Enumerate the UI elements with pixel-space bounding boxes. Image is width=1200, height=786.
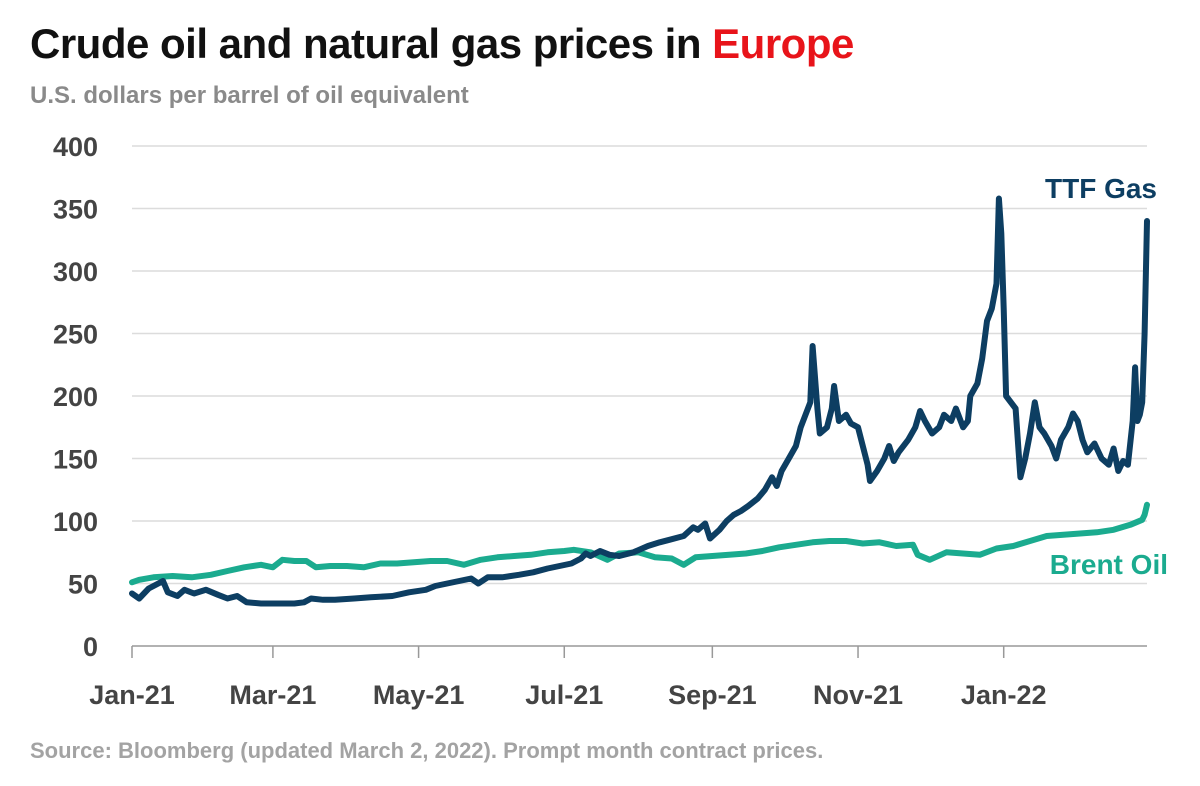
y-tick-label: 100: [53, 507, 98, 537]
ttf-gas-line: [129, 195, 1150, 607]
y-tick-label: 300: [53, 257, 98, 287]
y-tick-label: 200: [53, 382, 98, 412]
x-tick-label: Sep-21: [668, 680, 757, 710]
chart-subtitle: U.S. dollars per barrel of oil equivalen…: [30, 82, 469, 109]
x-tick-label: May-21: [373, 680, 465, 710]
y-tick-label: 50: [68, 570, 98, 600]
ttf-gas-label: TTF Gas: [1045, 173, 1157, 204]
brent-oil-line: [129, 501, 1150, 586]
series-labels: Brent Oil TTF Gas: [1045, 173, 1168, 580]
x-tick-label: Mar-21: [229, 680, 316, 710]
gridlines: 400 350 300 250 200 150 100 50 0: [53, 132, 1147, 662]
y-tick-label: 350: [53, 195, 98, 225]
y-tick-label: 0: [83, 632, 98, 662]
source-note: Source: Bloomberg (updated March 2, 2022…: [30, 738, 824, 763]
x-tick-label: Jan-22: [961, 680, 1047, 710]
y-tick-label: 150: [53, 445, 98, 475]
series-lines: [129, 195, 1150, 607]
x-axis: Jan-21 Mar-21 May-21 Jul-21 Sep-21 Nov-21 Jan-…: [89, 645, 1147, 710]
brent-oil-label: Brent Oil: [1050, 549, 1168, 580]
x-tick-label: Jul-21: [525, 680, 603, 710]
y-tick-label: 400: [53, 132, 98, 162]
chart-title-prefix: Crude oil and natural gas prices in: [30, 20, 713, 67]
chart-title-highlight: Europe: [712, 20, 854, 67]
chart-title: Crude oil and natural gas prices in Euro…: [30, 20, 854, 68]
x-tick-label: Nov-21: [813, 680, 903, 710]
x-tick-label: Jan-21: [89, 680, 175, 710]
y-tick-label: 250: [53, 320, 98, 350]
